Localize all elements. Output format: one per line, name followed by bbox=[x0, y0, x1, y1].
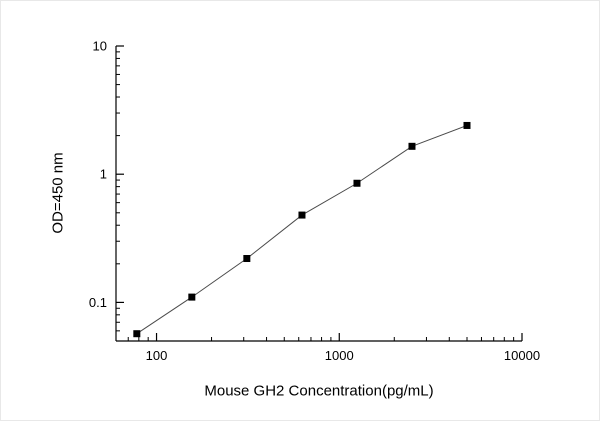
data-point-marker bbox=[133, 330, 141, 338]
x-tick-label: 1000 bbox=[325, 348, 354, 363]
data-point-marker bbox=[243, 255, 251, 263]
data-point-marker bbox=[188, 293, 196, 301]
y-axis-label: OD=450 nm bbox=[49, 152, 67, 234]
data-point-marker bbox=[463, 121, 471, 129]
data-point-marker bbox=[408, 142, 416, 150]
standard-curve-line bbox=[136, 124, 468, 335]
x-tick-label: 10000 bbox=[504, 348, 540, 363]
data-point-marker bbox=[353, 179, 361, 187]
y-tick-label: 1 bbox=[100, 167, 107, 182]
y-tick-label: 0.1 bbox=[89, 295, 107, 310]
y-tick-label: 10 bbox=[93, 39, 107, 54]
x-axis-label: Mouse GH2 Concentration(pg/mL) bbox=[204, 382, 434, 400]
x-tick-label: 100 bbox=[146, 348, 168, 363]
data-point-marker bbox=[298, 211, 306, 219]
